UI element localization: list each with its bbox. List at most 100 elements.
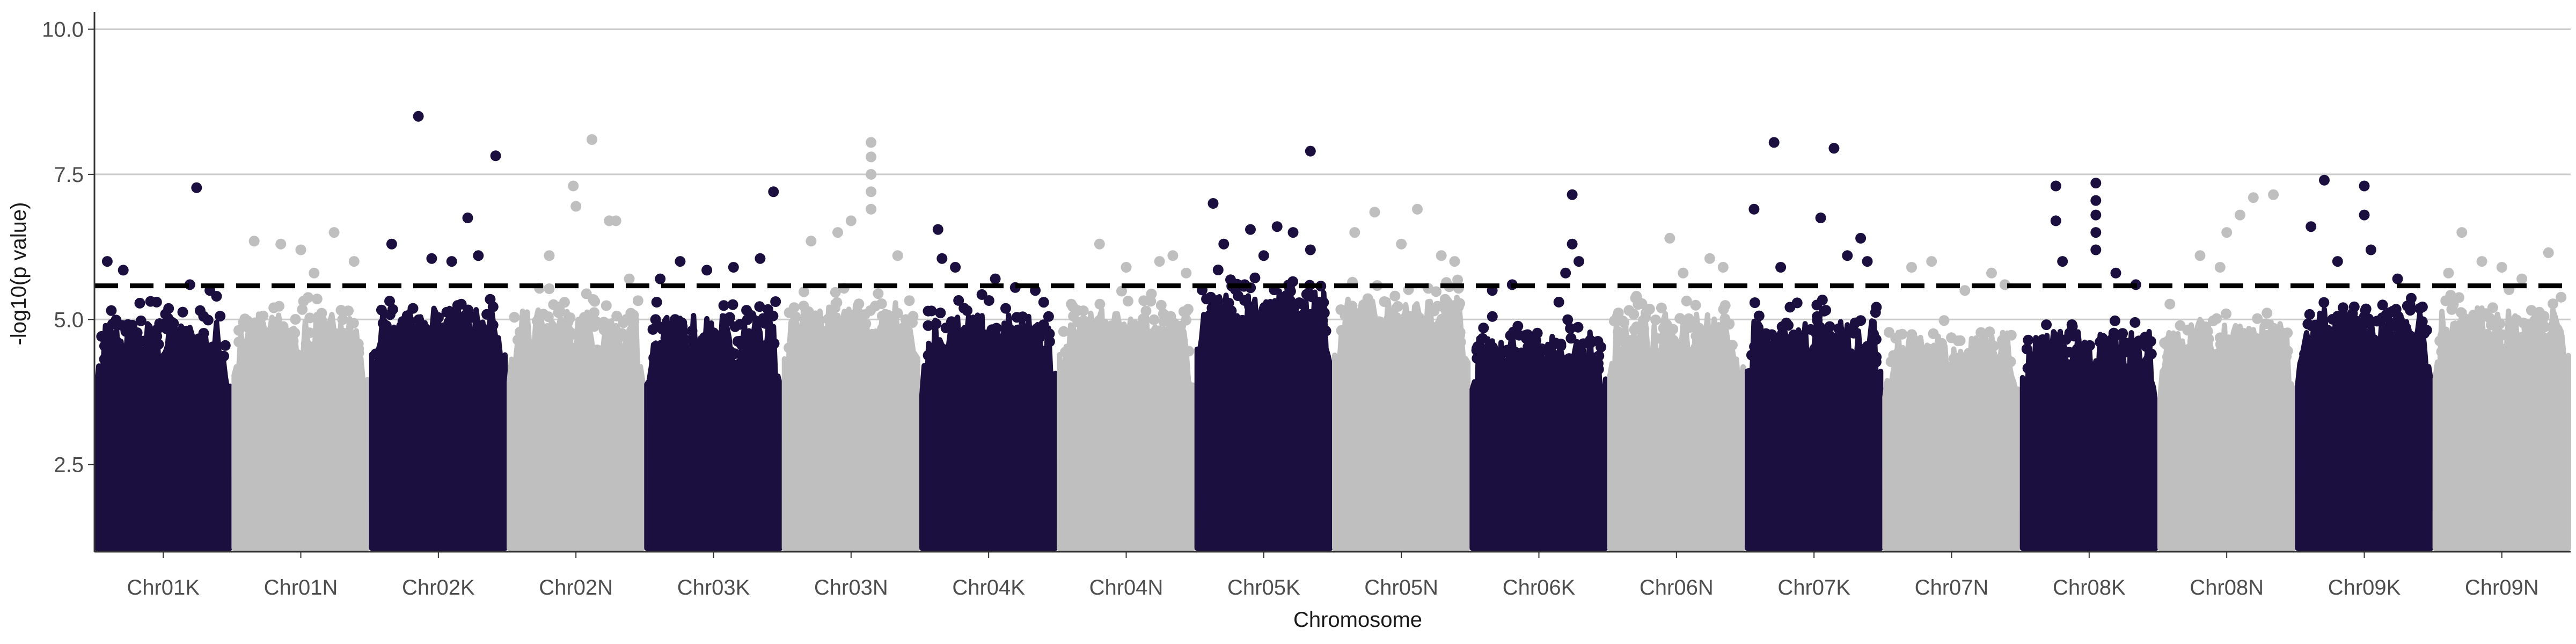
point-Chr07K-bulk-41 (1811, 299, 1823, 311)
point-Chr02N-bulk-2 (601, 300, 612, 311)
point-Chr08K-bulk-6 (2099, 350, 2110, 361)
point-Chr03N-bulk-53 (799, 286, 809, 297)
point-Chr08K-bulk-68 (2066, 319, 2077, 330)
point-Chr07K-bulk-61 (1796, 348, 1807, 360)
point-Chr08K-bulk-40 (2136, 337, 2147, 348)
point-Chr06K-bulk-62 (1487, 311, 1498, 322)
point-Chr09N-0 (2456, 227, 2468, 238)
point-Chr06K-bulk-65 (1502, 345, 1513, 356)
point-Chr03N-bulk-66 (843, 309, 854, 320)
point-Chr02K-bulk-53 (429, 336, 441, 347)
point-Chr06K-5 (1574, 256, 1584, 267)
point-Chr07N-bulk-43 (1984, 326, 1995, 338)
point-Chr05K-3 (1258, 250, 1269, 261)
point-Chr07K-bulk-51 (1781, 342, 1792, 353)
point-Chr01N-bulk-20 (348, 318, 359, 329)
point-Chr01N-2 (295, 244, 306, 255)
y-tick-labels: 2.5 5.0 7.5 10.0 (42, 18, 94, 477)
point-Chr08N-bulk-53 (2229, 356, 2240, 367)
point-Chr06N-bulk-60 (1693, 323, 1704, 334)
point-Chr02K-bulk-46 (444, 316, 455, 327)
y-tick-label-2: 7.5 (54, 163, 84, 187)
point-Chr07N-bulk-29 (1914, 351, 1925, 362)
point-Chr08N-bulk-17 (2237, 332, 2249, 343)
point-Chr03N-bulk-58 (904, 295, 915, 306)
point-Chr04N-bulk-34 (1148, 314, 1160, 325)
point-Chr09K-2 (2359, 180, 2370, 192)
point-Chr02K-5 (490, 150, 501, 162)
point-Chr01N-bulk-42 (328, 335, 339, 347)
point-Chr08K-bulk-35 (2116, 330, 2127, 341)
point-Chr02K-bulk-35 (445, 326, 456, 338)
point-Chr05N-bulk-1 (1428, 334, 1439, 346)
point-Chr02N-5 (544, 250, 555, 261)
point-Chr05N-bulk-57 (1365, 336, 1376, 348)
point-Chr04N-bulk-43 (1094, 298, 1106, 310)
point-Chr03K-bulk-54 (766, 347, 777, 358)
point-Chr02K-bulk-58 (462, 341, 473, 352)
point-Chr09K-bulk-58 (2388, 346, 2399, 357)
point-Chr04N-bulk-68 (1169, 319, 1181, 330)
point-Chr07K-bulk-68 (1813, 341, 1825, 353)
point-Chr01N-bulk-58 (347, 337, 358, 348)
point-Chr05K-bulk-65 (1308, 322, 1320, 333)
point-Chr07N-bulk-24 (2006, 330, 2017, 341)
point-Chr04K-bulk-24 (953, 295, 964, 306)
point-Chr02N-1 (570, 201, 582, 212)
point-Chr08N-bulk-68 (2220, 336, 2231, 347)
point-Chr04K-0 (932, 224, 943, 235)
point-Chr05K-bulk-41 (1254, 325, 1265, 336)
point-Chr03K-bulk-52 (718, 339, 729, 350)
point-Chr05N-bulk-62 (1366, 326, 1377, 338)
point-Chr08N-bulk-8 (2164, 298, 2176, 310)
point-Chr02N-bulk-48 (538, 309, 549, 320)
point-Chr01N-bulk-67 (309, 340, 320, 352)
point-Chr09N-bulk-46 (2504, 346, 2515, 357)
point-Chr07K-bulk-12 (1870, 334, 1882, 345)
point-Chr04K-bulk-58 (963, 345, 975, 356)
point-Chr06K-bulk-33 (1497, 363, 1509, 374)
point-Chr09N-1 (2476, 256, 2487, 267)
point-Chr01N-bulk-53 (275, 352, 286, 363)
point-Chr06K-bulk-32 (1563, 353, 1575, 364)
point-Chr05K-7 (1271, 221, 1283, 232)
point-Chr06N-bulk-6 (1681, 295, 1692, 306)
point-Chr01N-bulk-26 (278, 335, 289, 347)
point-Chr01K-bulk-59 (161, 323, 172, 334)
point-Chr03K-bulk-66 (650, 314, 661, 325)
point-Chr07N-bulk-69 (1943, 361, 1955, 372)
point-Chr04N-bulk-16 (1078, 305, 1089, 317)
point-Chr05N-bulk-63 (1354, 323, 1365, 334)
point-Chr06N-bulk-24 (1684, 354, 1695, 365)
point-Chr04N-bulk-37 (1140, 305, 1152, 317)
point-Chr09K-bulk-9 (2377, 299, 2388, 311)
point-Chr02K-bulk-52 (385, 348, 397, 360)
point-Chr03K-3 (755, 253, 766, 264)
point-Chr02K-bulk-67 (401, 310, 413, 321)
point-Chr03N-bulk-46 (873, 288, 884, 299)
point-Chr08N-bulk-69 (2282, 327, 2293, 339)
point-Chr08N-bulk-52 (2260, 318, 2272, 330)
point-Chr03K-bulk-69 (734, 319, 745, 330)
point-Chr06K-bulk-59 (1520, 333, 1532, 344)
point-Chr04N-bulk-65 (1077, 347, 1088, 358)
point-Chr07K-bulk-9 (1814, 358, 1826, 369)
point-Chr05K-1 (1218, 238, 1230, 250)
axes (93, 12, 2571, 553)
point-Chr08K-bulk-25 (2072, 343, 2083, 355)
point-Chr08N-bulk-29 (2221, 308, 2231, 319)
point-Chr04K-1 (936, 253, 948, 264)
point-Chr07N-bulk-66 (1957, 364, 1968, 376)
point-cloud-Chr09N (2432, 305, 2571, 551)
point-Chr05K-bulk-16 (1201, 294, 1212, 305)
point-Chr02K-bulk-49 (441, 306, 452, 318)
point-Chr04K-bulk-69 (948, 321, 958, 332)
point-Chr07K-bulk-67 (1871, 352, 1882, 363)
point-Chr04N-bulk-57 (1183, 346, 1195, 357)
point-Chr04K-bulk-68 (1015, 336, 1027, 347)
point-Chr02K-bulk-56 (463, 304, 474, 316)
point-Chr01N-bulk-68 (268, 302, 280, 313)
point-Chr07K-bulk-69 (1811, 327, 1822, 339)
point-Chr06K-4 (1567, 238, 1578, 250)
point-Chr05K-5 (1305, 145, 1316, 157)
